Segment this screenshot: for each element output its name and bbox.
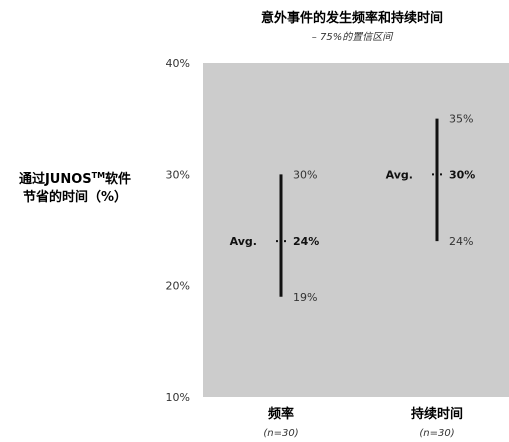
category-label: 频率 [268,406,294,422]
y-tick-label: 40% [166,57,190,70]
sample-size-label: (n=30) [263,428,298,439]
high-value-label: 35% [449,113,473,126]
avg-value-label: 24% [293,235,319,248]
y-axis-label-prefix: 通过JUNOS [19,171,92,187]
y-tick-label: 30% [166,168,190,181]
range-group: 30% 19% 24% Avg. [230,168,320,303]
avg-label: Avg. [230,235,257,248]
y-axis-label-suffix: 软件 [105,171,131,187]
low-value-label: 24% [449,235,473,248]
avg-label: Avg. [386,168,413,181]
high-value-label: 30% [293,168,317,181]
range-group: 35% 24% 30% Avg. [386,113,476,248]
chart-subtitle: – 75%的置信区间 [312,31,394,43]
avg-value-label: 30% [449,168,475,181]
low-value-label: 19% [293,291,317,304]
plot-area [203,63,509,397]
trademark-sup: TM [92,171,105,180]
y-tick-label: 10% [166,391,190,404]
y-tick-label: 20% [166,280,190,293]
category-label: 持续时间 [411,406,463,422]
sample-size-label: (n=30) [419,428,454,439]
chart-title: 意外事件的发生频率和持续时间 [261,10,443,26]
y-axis-label-line1: 通过JUNOSTM软件 [19,171,131,187]
y-axis-label-line2: 节省的时间（%） [23,189,127,205]
